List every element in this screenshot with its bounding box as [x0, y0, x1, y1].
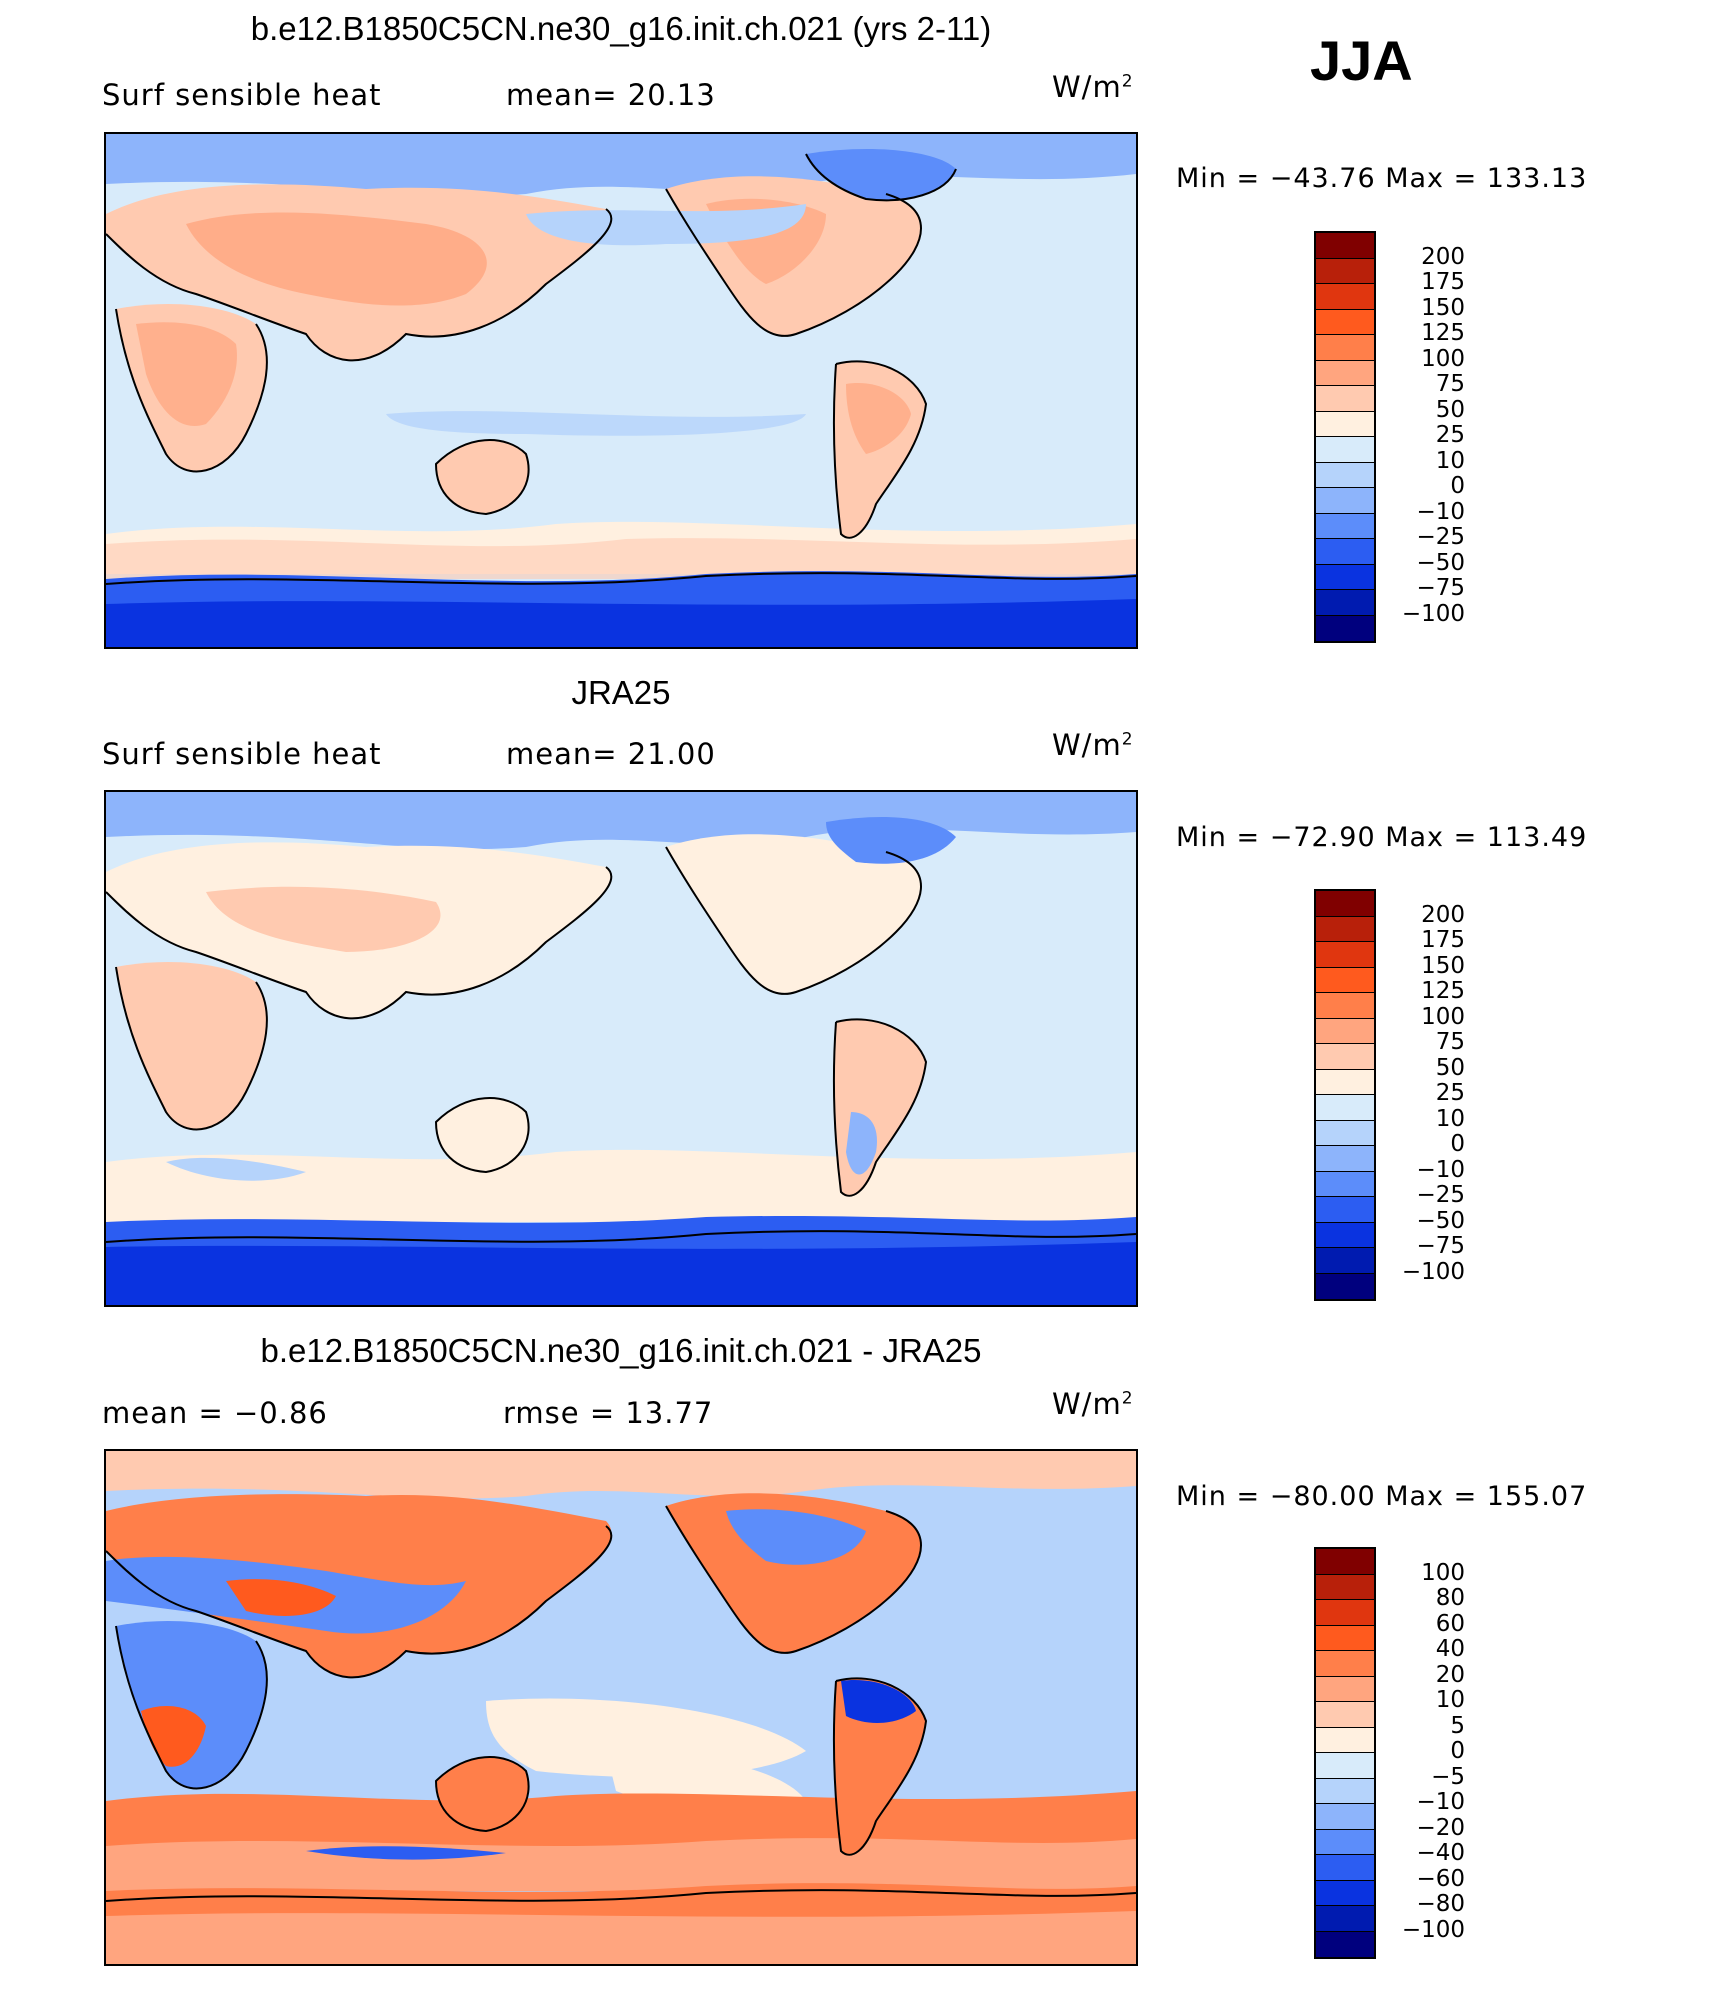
panel-3-map [104, 1449, 1138, 1966]
panel-3-units-label: W/m2 [1052, 1387, 1134, 1421]
colorbar-tick-label: −75 [1416, 575, 1465, 601]
panel-3-mean-label: mean = −0.86 [102, 1396, 328, 1430]
colorbar-tick-label: 5 [1450, 1712, 1465, 1739]
colorbar-tick-label: −40 [1416, 1840, 1465, 1866]
colorbar-tick-label: 50 [1435, 1054, 1465, 1081]
panel-2-colorbar [1314, 889, 1376, 1301]
colorbar-tick-label: 100 [1421, 1003, 1465, 1030]
panel-3-minmax: Min = −80.00 Max = 155.07 [1176, 1481, 1588, 1512]
panel-1-title: b.e12.B1850C5CN.ne30_g16.init.ch.021 (yr… [250, 10, 992, 47]
colorbar-tick-label: 100 [1421, 345, 1465, 372]
colorbar-tick-label: 175 [1421, 927, 1465, 953]
colorbar-tick-label: −10 [1416, 1789, 1465, 1815]
panel-1-mean-label: mean= 20.13 [506, 78, 716, 112]
colorbar-tick-label: 125 [1421, 978, 1465, 1004]
panel-3-title: b.e12.B1850C5CN.ne30_g16.init.ch.021 - J… [260, 1332, 982, 1369]
colorbar-tick-label: 10 [1435, 1105, 1465, 1132]
colorbar-tick-label: 10 [1435, 447, 1465, 474]
colorbar-tick-label: −50 [1416, 1207, 1465, 1234]
colorbar-tick-label: −75 [1416, 1233, 1465, 1259]
colorbar-tick-label: 100 [1421, 1559, 1465, 1586]
panel-1-colorbar [1314, 231, 1376, 643]
panel-1-units-label: W/m2 [1052, 70, 1134, 104]
colorbar-tick-label: 80 [1435, 1585, 1465, 1611]
panel-3-colorbar-labels: 100 80 60 40 20 10 5 0 −5 −10 −20 −40 −6… [1395, 1547, 1465, 1955]
colorbar-tick-label: −60 [1416, 1865, 1465, 1892]
colorbar-tick-label: 0 [1450, 1738, 1465, 1764]
colorbar-tick-label: 75 [1435, 1029, 1465, 1055]
colorbar-tick-label: 40 [1435, 1636, 1465, 1662]
colorbar-tick-label: 25 [1435, 422, 1465, 448]
colorbar-tick-label: −25 [1416, 1182, 1465, 1208]
colorbar-tick-label: 20 [1435, 1661, 1465, 1688]
panel-1-variable-label: Surf sensible heat [102, 78, 382, 112]
panel-2-title: JRA25 [571, 674, 671, 711]
colorbar-tick-label: −5 [1431, 1763, 1465, 1790]
panel-2-map [104, 790, 1138, 1307]
panel-2-colorbar-labels: 200 175 150 125 100 75 50 25 10 0 −10 −2… [1395, 889, 1465, 1297]
season-label: JJA [1310, 29, 1413, 92]
colorbar-tick-label: 50 [1435, 396, 1465, 423]
panel-1-colorbar-labels: 200 175 150 125 100 75 50 25 10 0 −10 −2… [1395, 231, 1465, 639]
colorbar-tick-label: −50 [1416, 549, 1465, 576]
panel-2-minmax: Min = −72.90 Max = 113.49 [1176, 822, 1588, 853]
panel-1-map [104, 132, 1138, 649]
colorbar-tick-label: 150 [1421, 294, 1465, 321]
panel-2-units-label: W/m2 [1052, 728, 1134, 762]
colorbar-tick-label: 0 [1450, 473, 1465, 499]
colorbar-tick-label: 25 [1435, 1080, 1465, 1106]
colorbar-tick-label: −80 [1416, 1891, 1465, 1917]
colorbar-tick-label: −25 [1416, 524, 1465, 550]
panel-3-colorbar [1314, 1547, 1376, 1959]
colorbar-tick-label: 60 [1435, 1610, 1465, 1637]
colorbar-tick-label: 150 [1421, 952, 1465, 979]
colorbar-tick-label: 0 [1450, 1131, 1465, 1157]
colorbar-tick-label: 200 [1421, 901, 1465, 928]
colorbar-tick-label: 125 [1421, 320, 1465, 346]
colorbar-tick-label: 200 [1421, 243, 1465, 270]
colorbar-tick-label: 175 [1421, 269, 1465, 295]
panel-3-rmse-label: rmse = 13.77 [503, 1396, 714, 1430]
colorbar-tick-label: −100 [1401, 1258, 1465, 1285]
colorbar-tick-label: −100 [1401, 600, 1465, 627]
colorbar-tick-label: 75 [1435, 371, 1465, 397]
panel-2-variable-label: Surf sensible heat [102, 737, 382, 771]
panel-2-mean-label: mean= 21.00 [506, 737, 716, 771]
colorbar-tick-label: −10 [1416, 1156, 1465, 1183]
colorbar-tick-label: −20 [1416, 1814, 1465, 1841]
colorbar-tick-label: −100 [1401, 1916, 1465, 1943]
panel-1-minmax: Min = −43.76 Max = 133.13 [1176, 163, 1588, 194]
colorbar-tick-label: 10 [1435, 1687, 1465, 1713]
colorbar-tick-label: −10 [1416, 498, 1465, 525]
